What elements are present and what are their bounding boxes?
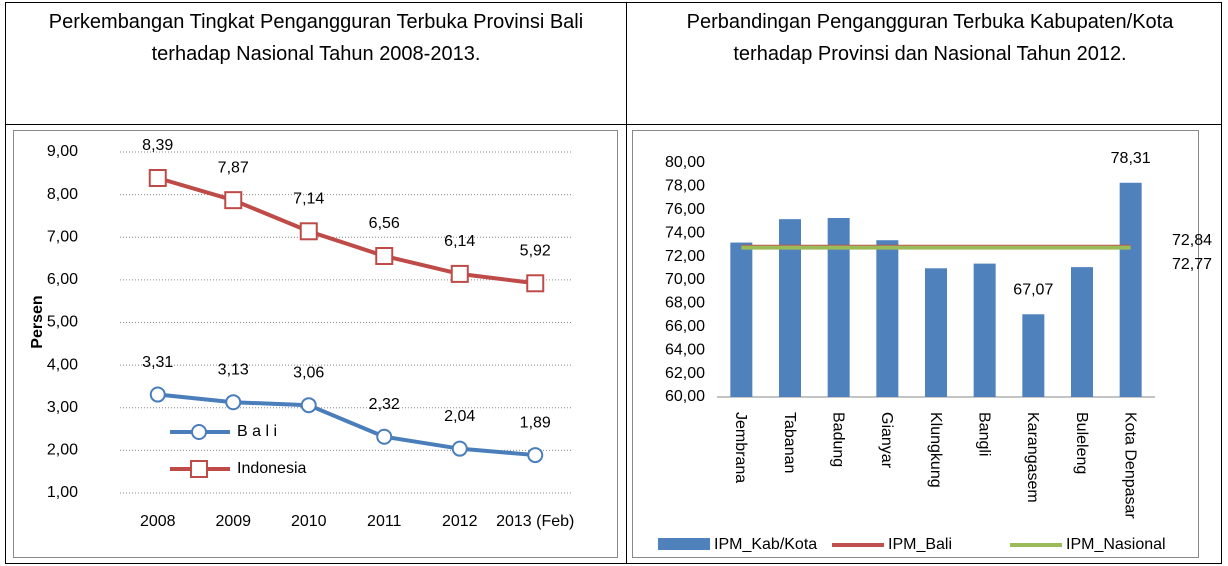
y-tick-label: 62,00 xyxy=(665,365,705,382)
bar xyxy=(827,217,850,397)
y-tick-label: 68,00 xyxy=(665,295,705,312)
marker xyxy=(376,428,393,445)
x-tick-label: Badung xyxy=(829,412,846,467)
marker xyxy=(450,264,469,283)
data-label: 1,89 xyxy=(520,414,551,431)
y-tick-label: 66,00 xyxy=(665,318,705,335)
table-border xyxy=(5,2,1222,564)
y-tick-label: 7,00 xyxy=(47,228,78,245)
bar xyxy=(1071,267,1093,397)
marker xyxy=(149,386,166,403)
header-title: Perbandingan Pengangguran Terbuka Kabupa… xyxy=(686,11,1174,65)
y-tick-label: 6,00 xyxy=(47,271,78,288)
y-tick-label: 80,00 xyxy=(665,154,705,171)
marker xyxy=(225,394,242,411)
y-tick-label: 1,00 xyxy=(47,484,78,501)
legend-label: IPM_Bali xyxy=(888,536,952,553)
legend-swatch xyxy=(658,538,710,550)
data-label: 2,04 xyxy=(444,408,475,425)
y-tick-label: 4,00 xyxy=(47,356,78,373)
data-label: 7,87 xyxy=(218,159,249,176)
bar xyxy=(973,263,996,397)
data-label: 3,13 xyxy=(218,361,249,378)
x-tick-label: 2013 (Feb) xyxy=(496,513,574,530)
data-label: 8,39 xyxy=(142,137,173,154)
x-tick-label: 2010 xyxy=(291,513,327,530)
bar xyxy=(779,219,801,397)
data-label: 6,56 xyxy=(369,215,400,232)
line xyxy=(157,392,536,458)
x-tick-label: Karangasem xyxy=(1024,412,1041,503)
marker xyxy=(451,440,468,457)
data-label: 2,32 xyxy=(369,396,400,413)
legend-label: B a l i xyxy=(237,423,277,440)
y-tick-label: 60,00 xyxy=(665,388,705,405)
y-tick-label: 64,00 xyxy=(665,341,705,358)
bar xyxy=(1022,314,1045,397)
marker xyxy=(527,447,544,464)
bar xyxy=(876,240,899,397)
data-label: 72,84 xyxy=(1172,232,1212,249)
x-tick-label: Jembrana xyxy=(732,412,749,483)
y-tick-label: 76,00 xyxy=(665,201,705,218)
marker xyxy=(191,424,207,440)
x-tick-label: 2008 xyxy=(140,513,176,530)
data-label: 72,77 xyxy=(1172,256,1212,273)
x-tick-label: 2009 xyxy=(215,513,251,530)
y-axis-label: Persen xyxy=(29,295,46,348)
line xyxy=(157,176,536,286)
y-tick-label: 70,00 xyxy=(665,271,705,288)
marker xyxy=(299,222,318,241)
legend-label: IPM_Nasional xyxy=(1066,536,1166,553)
marker xyxy=(375,247,394,266)
marker xyxy=(224,191,243,210)
y-tick-label: 9,00 xyxy=(47,143,78,160)
x-tick-label: Klungkung xyxy=(927,412,944,488)
legend-label: Indonesia xyxy=(237,460,306,477)
x-tick-label: Tabanan xyxy=(781,412,798,473)
x-tick-label: Gianyar xyxy=(878,412,895,469)
chart-frame xyxy=(13,130,618,558)
x-tick-label: Kota Denpasar xyxy=(1121,412,1138,519)
bar xyxy=(925,268,947,397)
y-tick-label: 5,00 xyxy=(47,314,78,331)
bar xyxy=(1119,182,1142,397)
y-tick-label: 72,00 xyxy=(665,248,705,265)
marker xyxy=(148,169,167,188)
marker xyxy=(190,460,208,478)
data-label: 78,31 xyxy=(1111,150,1151,167)
data-label: 67,07 xyxy=(1013,281,1053,298)
legend-label: IPM_Kab/Kota xyxy=(714,536,817,553)
data-label: 6,14 xyxy=(444,233,475,250)
marker xyxy=(526,274,545,293)
data-label: 3,31 xyxy=(142,354,173,371)
header-title: Perkembangan Tingkat Pengangguran Terbuk… xyxy=(48,11,584,65)
x-tick-label: Bangli xyxy=(975,412,992,456)
chart-frame xyxy=(632,130,1199,558)
x-tick-label: Buleleng xyxy=(1073,412,1090,474)
data-label: 7,14 xyxy=(293,191,324,208)
marker xyxy=(300,397,317,414)
data-label: 5,92 xyxy=(520,243,551,260)
y-tick-label: 8,00 xyxy=(47,186,78,203)
data-label: 3,06 xyxy=(293,364,324,381)
y-tick-label: 2,00 xyxy=(47,442,78,459)
bar xyxy=(730,242,753,397)
x-tick-label: 2011 xyxy=(367,513,402,530)
x-tick-label: 2012 xyxy=(442,513,478,530)
y-tick-label: 3,00 xyxy=(47,399,78,416)
y-tick-label: 74,00 xyxy=(665,224,705,241)
y-tick-label: 78,00 xyxy=(665,178,705,195)
